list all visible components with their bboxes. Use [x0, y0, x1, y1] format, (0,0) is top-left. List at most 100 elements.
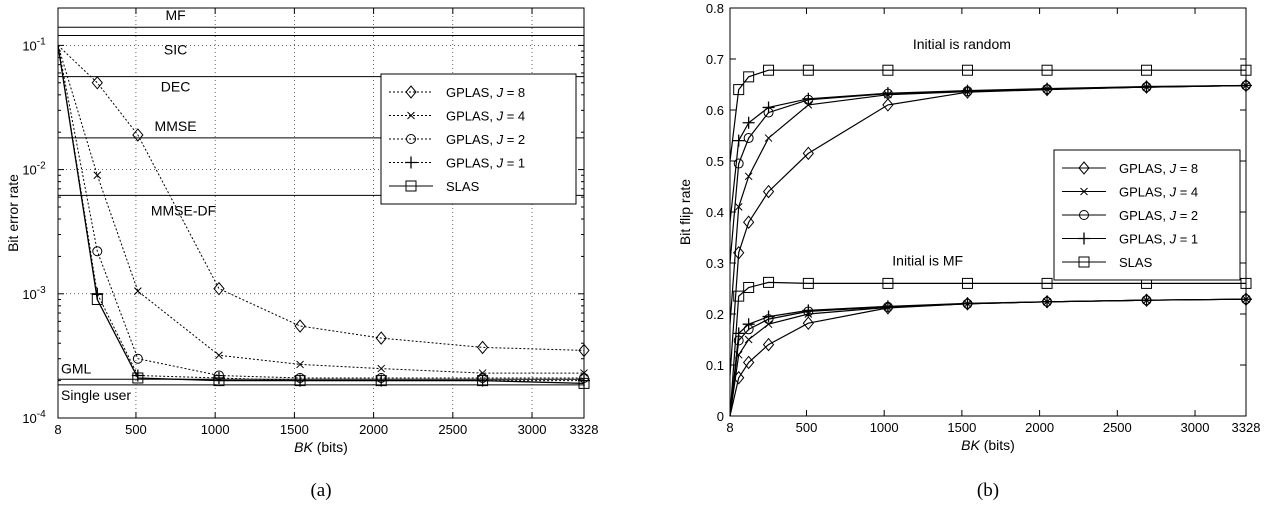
data-point: [961, 64, 973, 76]
legend-label-gplas-j-2: GPLAS, J = 2: [446, 132, 525, 147]
reference-label-mmse-df: MMSE-DF: [151, 202, 216, 218]
legend-label-slas: SLAS: [1119, 255, 1153, 270]
y-tick-label: 0.1: [706, 358, 724, 373]
data-point: [1140, 294, 1153, 307]
legend-marker-circle: [406, 134, 416, 144]
data-point: [1041, 295, 1054, 308]
x-tick-label: 8: [726, 420, 733, 435]
data-point: [802, 304, 815, 317]
data-point: [733, 84, 745, 96]
reference-label-sic: SIC: [164, 42, 187, 58]
legend-marker-x: [407, 111, 415, 120]
y-axis-label: Bit flip rate: [677, 179, 693, 245]
x-tick-label: 1500: [947, 420, 976, 435]
data-point: [91, 75, 103, 90]
data-point: [476, 340, 489, 355]
series-line-gplas-j-8-initial-mf: [729, 298, 1247, 417]
x-tick-label: 2000: [359, 422, 388, 437]
x-tick-label: 2500: [1103, 420, 1132, 435]
legend-marker-diamond: [405, 85, 417, 99]
data-point: [763, 64, 775, 76]
data-point: [742, 215, 755, 229]
data-point: [732, 327, 745, 340]
legend-marker-square: [405, 180, 417, 192]
data-point: [91, 293, 103, 305]
data-point: [212, 371, 225, 384]
x-tick-label: 1000: [201, 422, 230, 437]
legend-label-gplas-j-8: GPLAS, J = 8: [446, 85, 525, 100]
legend-marker-plus: [405, 156, 417, 169]
data-point: [764, 320, 773, 329]
data-point: [764, 134, 773, 142]
series-line-gplas-j-1-initial-mf: [729, 298, 1247, 417]
data-point: [375, 375, 387, 387]
series-line-slas: [729, 69, 1246, 162]
y-tick-label: 0.3: [706, 256, 724, 271]
series-line-gplas-j-1: [57, 45, 584, 382]
reference-label-gml: GML: [61, 360, 92, 376]
annotation-initial-random: Initial is random: [913, 36, 1011, 52]
data-point: [763, 276, 775, 288]
legend-label-gplas-j-4: GPLAS, J = 4: [446, 109, 525, 124]
data-point: [802, 64, 814, 76]
reference-label-dec: DEC: [161, 79, 191, 95]
series-line-gplas-j-2-initial-mf: [729, 298, 1247, 417]
y-tick-label: 0.7: [706, 52, 724, 67]
data-point: [1140, 80, 1153, 94]
data-point: [296, 360, 304, 369]
series-line-gplas-j-1: [729, 84, 1247, 223]
data-point: [743, 281, 755, 293]
y-tick-label: 10-1: [22, 36, 46, 53]
data-point: [92, 246, 103, 257]
reference-label-mmse: MMSE: [155, 118, 197, 134]
x-axis-label: BK (bits): [294, 439, 348, 455]
x-tick-label: 8: [54, 422, 61, 437]
legend-label-gplas-j-1: GPLAS, J = 1: [1119, 232, 1198, 247]
data-point: [375, 331, 387, 345]
data-point: [294, 319, 306, 333]
y-tick-label: 10-2: [22, 161, 46, 178]
data-point: [961, 84, 974, 97]
data-point: [743, 71, 755, 83]
series-line-gplas-j-4-initial-mf: [729, 298, 1247, 417]
chart-panel-a: 8 500 1000 1500 2000 2500 3000 3328 10-4 10-3 10-2…: [5, 7, 598, 501]
data-point: [377, 364, 386, 373]
legend-label-gplas-j-4: GPLAS, J = 4: [1119, 185, 1198, 200]
data-point: [961, 297, 974, 310]
data-point: [802, 92, 815, 105]
y-axis-label: Bit error rate: [5, 174, 21, 252]
legend-marker-plus: [1078, 232, 1090, 245]
x-axis-label: BK (bits): [961, 437, 1015, 453]
legend-marker-circle: [1079, 210, 1089, 220]
data-point: [882, 277, 894, 289]
data-point: [804, 101, 813, 109]
data-point: [1041, 277, 1053, 289]
x-tick-label: 1500: [280, 422, 309, 437]
series-line-gplas-j-4: [57, 45, 584, 374]
data-point: [1041, 82, 1053, 97]
data-point: [744, 335, 753, 344]
caption-a: (a): [310, 480, 331, 501]
data-point: [744, 172, 753, 181]
x-tick-label: 3328: [1232, 420, 1261, 435]
data-point: [802, 146, 814, 161]
x-tick-label: 500: [125, 422, 147, 437]
data-point: [477, 375, 489, 387]
data-point: [762, 337, 775, 352]
data-point: [882, 64, 894, 76]
x-tick-label: 3328: [570, 422, 599, 437]
data-point: [762, 184, 775, 199]
y-tick-label: 0.8: [706, 1, 724, 16]
data-point: [133, 287, 142, 296]
data-point: [1041, 64, 1053, 76]
series-line-gplas-j-2: [57, 45, 584, 379]
data-point: [881, 87, 894, 100]
data-point: [802, 277, 814, 289]
legend: GPLAS, J = 8 GPLAS, J = 4 GPLAS, J = 2 GPLA…: [1053, 149, 1241, 281]
x-tick-label: 500: [796, 420, 818, 435]
data-point: [733, 158, 744, 169]
series-line-gplas-j-8: [57, 45, 585, 351]
plot-frame: [57, 7, 585, 419]
data-point: [132, 372, 144, 384]
